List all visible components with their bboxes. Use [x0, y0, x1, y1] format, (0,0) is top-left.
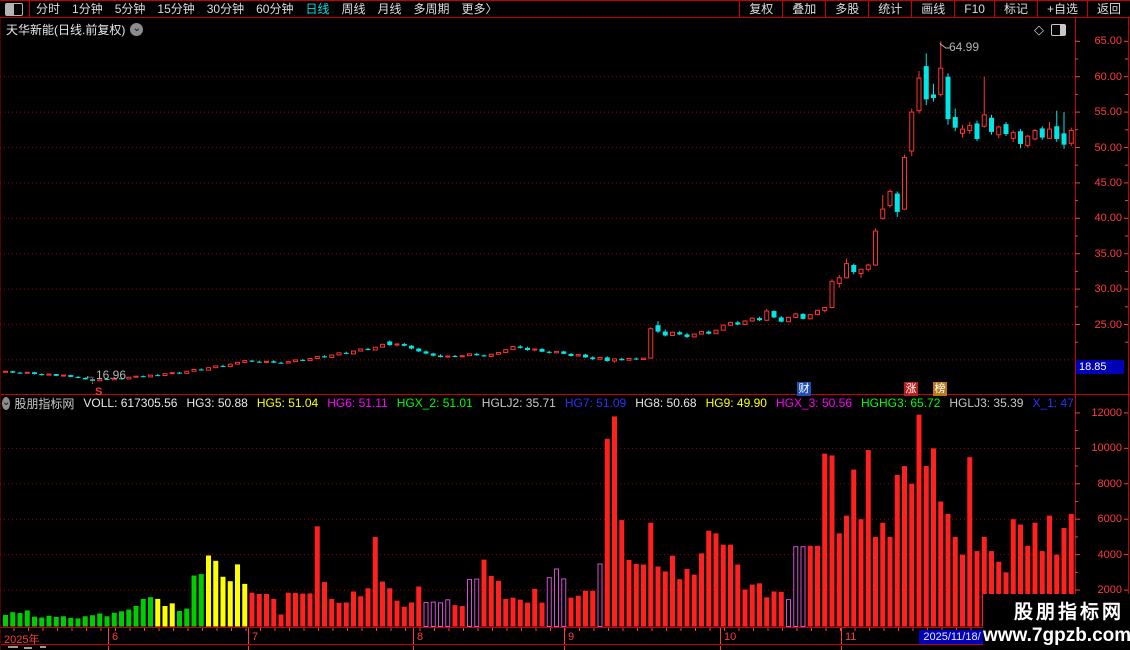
month-label-8: 8 [417, 631, 424, 643]
period-menu-item-10[interactable]: 多周期 [413, 2, 450, 16]
tools-menu-item-5[interactable]: 画线 [911, 1, 954, 17]
month-label-10: 10 [724, 631, 737, 643]
price-axis-label: 30.00 [1094, 283, 1122, 296]
indicator-value-12: HGHG3: 65.72 [861, 396, 941, 410]
price-axis-label: 60.00 [1094, 70, 1122, 83]
month-label-11: 11 [845, 631, 857, 643]
watermark-site-name: 股朋指标网 [1013, 602, 1124, 623]
layout-split-icon[interactable] [5, 2, 23, 16]
stock-title-label: 天华新能(日线.前复权) [6, 23, 126, 37]
indicator-value-13: HGLJ3: 35.39 [949, 396, 1024, 410]
indicator-collapse-icon[interactable]: ⌄ [2, 396, 11, 410]
price-axis-label: 40.00 [1094, 212, 1122, 225]
period-menu-item-5[interactable]: 30分钟 [206, 2, 245, 16]
volume-axis-label: 4000 [1097, 548, 1122, 561]
price-axis-label: 25.00 [1094, 318, 1122, 331]
tools-menu-item-7[interactable]: 标记 [993, 1, 1037, 17]
tools-menu: 复权 叠加 多股 统计 画线 F10 标记 +自选 返回 [739, 1, 1130, 17]
indicator-value-4: HG5: 51.04 [256, 396, 319, 410]
indicator-value-6: HGX_2: 51.01 [396, 396, 473, 410]
chart-corner-icons: ◇ [1034, 23, 1066, 36]
indicator-value-2: VOLL: 617305.56 [83, 396, 178, 410]
tools-menu-item-1[interactable]: 复权 [739, 1, 782, 17]
volume-axis-label: 12000 [1091, 406, 1122, 419]
diamond-icon[interactable]: ◇ [1034, 22, 1044, 37]
chart-title: 天华新能(日线.前复权) ⌄ [6, 21, 144, 38]
collapse-chevron-icon[interactable]: ⌄ [130, 23, 144, 36]
period-menu-item-8[interactable]: 周线 [341, 2, 366, 16]
event-badge-涨[interactable]: 涨 [904, 382, 918, 396]
last-date-badge: 2025/11/18/ [919, 630, 985, 644]
indicator-value-9: HG8: 50.68 [635, 396, 697, 410]
indicator-value-10: HG9: 49.90 [705, 396, 767, 410]
peak-price-annotation: 64.99 [949, 40, 980, 54]
period-menu-item-9[interactable]: 月线 [377, 2, 402, 16]
year-label: 2025年 [4, 634, 40, 646]
event-badge-榜[interactable]: 榜 [933, 382, 947, 396]
tools-menu-item-2[interactable]: 叠加 [782, 1, 825, 17]
tools-menu-item-4[interactable]: 统计 [868, 1, 911, 17]
watermark-site-url: www.7gpzb.com [983, 625, 1130, 646]
indicator-value-1: 股朋指标网 [14, 396, 75, 411]
indicator-header: ⌄ 股朋指标网 VOLL: 617305.56 HG3: 50.88 HG5: 51.… [0, 395, 1075, 411]
indicator-value-11: HGX_3: 50.56 [775, 396, 853, 410]
month-label-7: 7 [252, 631, 259, 643]
period-menu-item-6[interactable]: 60分钟 [256, 2, 294, 16]
period-menu-item-3[interactable]: 5分钟 [114, 2, 146, 16]
indicator-value-14: X_1: 47.59 [1032, 396, 1075, 410]
current-price-badge: 18.85 [1076, 360, 1124, 374]
volume-axis-label: 8000 [1097, 477, 1122, 490]
period-menu-item-1[interactable]: 分时 [36, 2, 61, 16]
volume-axis-label: 10000 [1091, 442, 1122, 455]
volume-axis-label: 6000 [1097, 513, 1122, 526]
period-menu-item-4[interactable]: 15分钟 [157, 2, 195, 16]
indicator-value-8: HG7: 51.09 [564, 396, 627, 410]
volume-axis-label: 2000 [1097, 584, 1122, 597]
price-axis-label: 55.00 [1094, 106, 1122, 119]
panel-split-icon[interactable] [1051, 23, 1066, 36]
period-menu: 分时 1分钟 5分钟 15分钟 30分钟 60分钟 日线 周线 月线 多周期 更多〉 [0, 1, 504, 17]
price-axis-label: 45.00 [1094, 176, 1122, 189]
tools-menu-item-3[interactable]: 多股 [825, 1, 868, 17]
period-menu-item-11[interactable]: 更多〉 [461, 2, 498, 16]
tools-menu-item-6[interactable]: F10 [954, 1, 994, 17]
period-menu-item-2[interactable]: 1分钟 [72, 2, 103, 16]
period-menu-item-7[interactable]: 日线 [305, 2, 330, 16]
menu-bar: 分时 1分钟 5分钟 15分钟 30分钟 60分钟 日线 周线 月线 多周期 更多〉 复权 叠加 多股统… [0, 0, 1130, 18]
signal-s-marker: S [95, 386, 103, 398]
price-axis-label: 35.00 [1094, 247, 1122, 260]
indicator-value-5: HG6: 51.11 [327, 396, 388, 410]
month-label-6: 6 [112, 631, 119, 643]
month-label-9: 9 [568, 631, 575, 643]
price-axis-label: 65.00 [1094, 35, 1122, 48]
watermark: 股朋指标网 www.7gpzb.com [983, 594, 1130, 650]
indicator-value-7: HGLJ2: 35.71 [481, 396, 556, 410]
low-price-annotation: ←16.96 [84, 368, 127, 382]
tools-menu-item-9[interactable]: 返回 [1086, 1, 1130, 17]
indicator-value-3: HG3: 50.88 [186, 396, 248, 410]
menu-divider [29, 1, 30, 17]
event-badge-财[interactable]: 财 [797, 382, 811, 396]
tools-menu-item-8[interactable]: +自选 [1036, 1, 1087, 17]
price-axis-label: 50.00 [1094, 141, 1122, 154]
